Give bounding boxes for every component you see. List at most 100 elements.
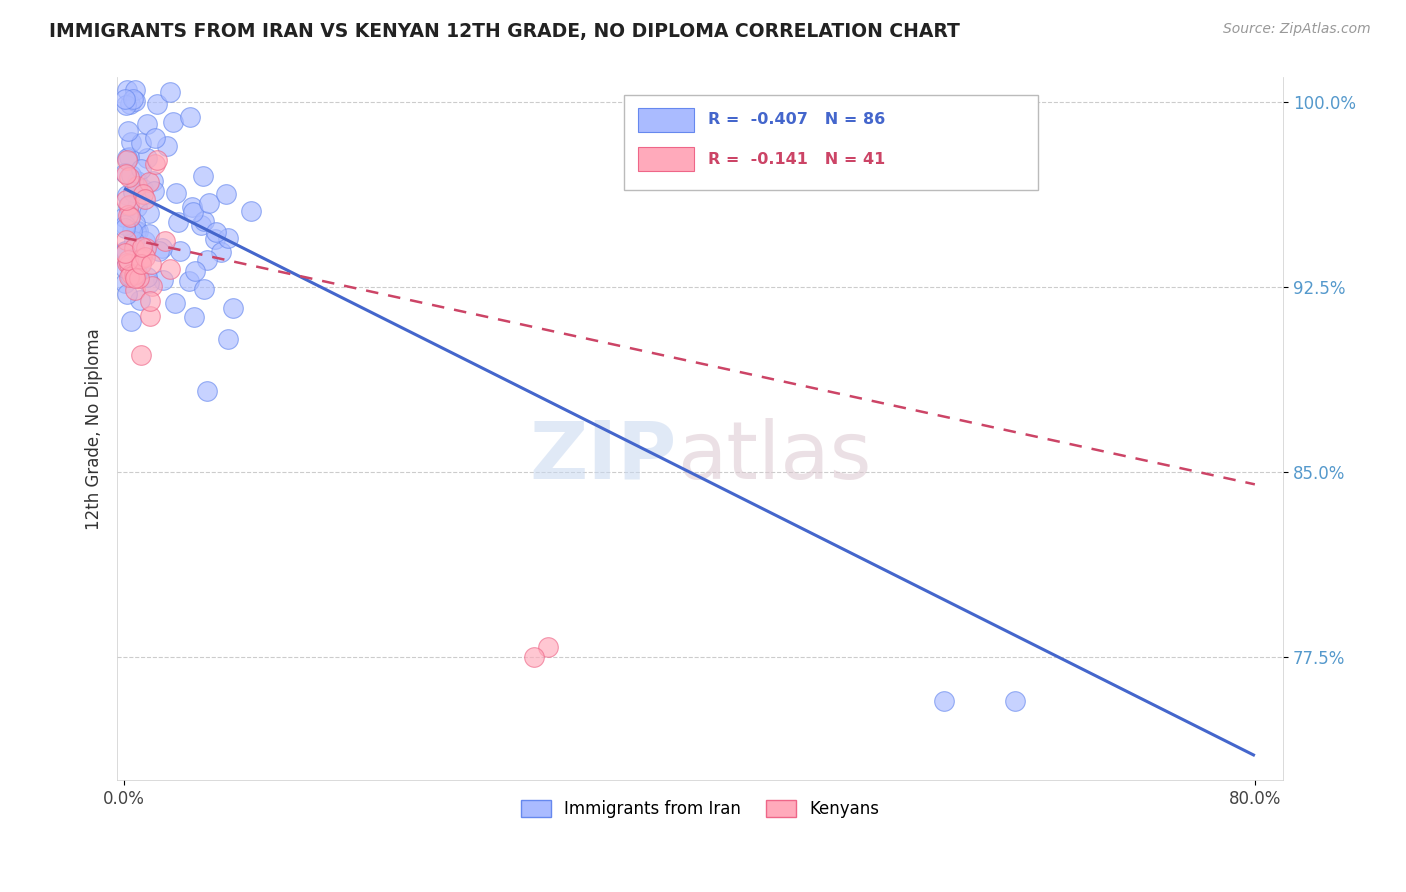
Point: [165, 296, 187, 310]
Text: ZIP: ZIP: [530, 418, 676, 496]
Point: [114, 92, 136, 106]
Point: [193, 282, 215, 296]
Point: [240, 204, 263, 219]
FancyBboxPatch shape: [638, 108, 695, 131]
Point: [114, 244, 136, 258]
Point: [122, 254, 145, 268]
Point: [124, 271, 146, 285]
Point: [132, 182, 155, 196]
Point: [139, 309, 162, 323]
Point: [217, 332, 239, 346]
Point: [131, 257, 153, 271]
Point: [114, 261, 136, 276]
Text: R =  -0.407   N = 86: R = -0.407 N = 86: [709, 112, 886, 128]
Point: [184, 264, 207, 278]
Point: [122, 235, 145, 249]
Point: [523, 650, 546, 665]
Point: [114, 166, 136, 180]
Point: [121, 224, 143, 238]
Point: [1004, 694, 1026, 708]
Point: [125, 266, 148, 280]
Y-axis label: 12th Grade, No Diploma: 12th Grade, No Diploma: [86, 328, 103, 530]
Point: [217, 231, 239, 245]
Point: [115, 153, 138, 168]
Point: [153, 234, 176, 248]
Point: [122, 270, 145, 285]
Point: [138, 206, 160, 220]
Point: [183, 310, 205, 324]
Point: [127, 223, 149, 237]
Point: [124, 94, 146, 108]
Point: [193, 213, 215, 227]
Point: [122, 185, 145, 199]
Point: [195, 384, 218, 399]
Point: [114, 167, 136, 181]
Point: [148, 244, 170, 258]
Point: [136, 151, 159, 165]
Point: [159, 262, 181, 277]
Point: [214, 186, 236, 201]
Point: [114, 98, 136, 112]
FancyBboxPatch shape: [638, 147, 695, 171]
Point: [191, 169, 214, 183]
Point: [129, 136, 152, 150]
Point: [115, 193, 138, 207]
Point: [141, 279, 163, 293]
Point: [169, 244, 191, 259]
Point: [537, 640, 560, 654]
Point: [195, 252, 218, 267]
Point: [159, 85, 181, 99]
Text: atlas: atlas: [676, 418, 872, 496]
Point: [124, 267, 146, 281]
Point: [120, 269, 142, 284]
Point: [125, 200, 148, 214]
Point: [117, 124, 139, 138]
Point: [114, 276, 136, 290]
Point: [118, 97, 141, 112]
Point: [124, 224, 146, 238]
Point: [205, 225, 228, 239]
Point: [115, 188, 138, 202]
Point: [134, 250, 156, 264]
Point: [117, 208, 139, 222]
Point: [181, 205, 204, 219]
Point: [129, 252, 152, 267]
Point: [166, 215, 188, 229]
Point: [124, 268, 146, 282]
Point: [180, 200, 202, 214]
Point: [118, 169, 141, 184]
Point: [124, 260, 146, 275]
Point: [131, 252, 153, 266]
Point: [145, 153, 167, 167]
Point: [221, 301, 243, 316]
Point: [135, 241, 157, 255]
Point: [190, 218, 212, 232]
Point: [209, 244, 232, 259]
Point: [127, 174, 149, 188]
Point: [118, 150, 141, 164]
Point: [117, 253, 139, 268]
Point: [143, 130, 166, 145]
Point: [124, 216, 146, 230]
Point: [115, 256, 138, 270]
Point: [156, 139, 179, 153]
Point: [932, 694, 955, 708]
Point: [114, 218, 136, 232]
Point: [117, 198, 139, 212]
Point: [117, 257, 139, 271]
Point: [141, 257, 163, 271]
Point: [142, 174, 165, 188]
Text: R =  -0.141   N = 41: R = -0.141 N = 41: [709, 153, 886, 167]
Text: Source: ZipAtlas.com: Source: ZipAtlas.com: [1223, 22, 1371, 37]
Point: [129, 293, 152, 308]
Point: [138, 227, 160, 241]
Point: [124, 83, 146, 97]
Point: [129, 348, 152, 362]
Point: [143, 157, 166, 171]
Point: [112, 210, 135, 224]
Point: [135, 117, 157, 131]
Point: [150, 241, 173, 255]
Point: [138, 175, 160, 189]
Point: [134, 234, 156, 248]
Point: [115, 151, 138, 165]
